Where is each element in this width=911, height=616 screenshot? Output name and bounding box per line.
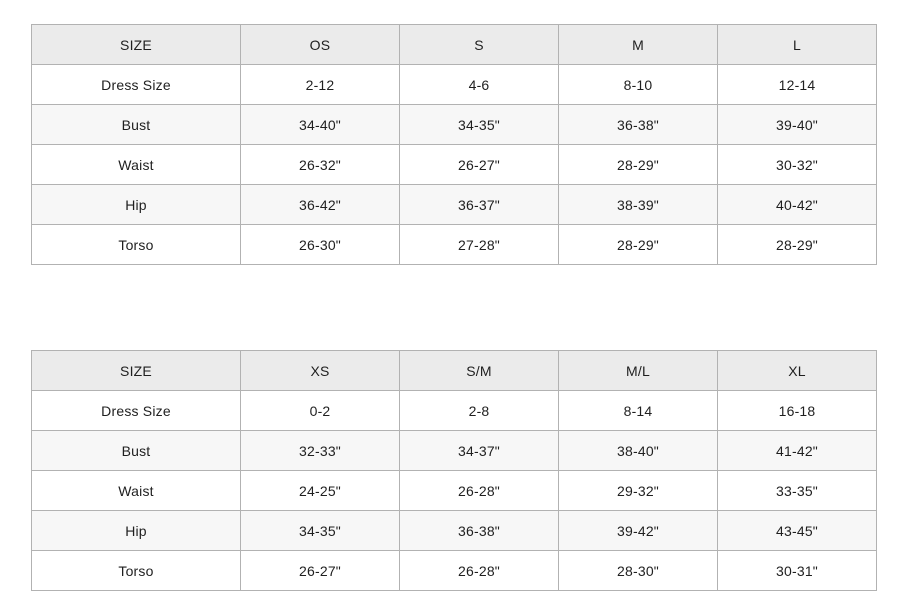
table-row: Waist 24-25" 26-28" 29-32" 33-35" — [31, 470, 877, 511]
table-row: Dress Size 0-2 2-8 8-14 16-18 — [31, 390, 877, 431]
measurement-cell: 26-27" — [399, 144, 559, 185]
table-row: Torso 26-30" 27-28" 28-29" 28-29" — [31, 224, 877, 265]
measurement-cell: 38-40" — [558, 430, 718, 471]
table-row: Dress Size 2-12 4-6 8-10 12-14 — [31, 64, 877, 105]
measurement-cell: 26-28" — [399, 470, 559, 511]
column-header: XL — [717, 350, 877, 391]
column-header: S/M — [399, 350, 559, 391]
measurement-cell: 36-38" — [399, 510, 559, 551]
measurement-cell: 34-35" — [399, 104, 559, 145]
column-header: OS — [240, 24, 400, 65]
measurement-cell: 28-29" — [558, 224, 718, 265]
size-header-cell: SIZE — [31, 350, 241, 391]
measurement-cell: 2-8 — [399, 390, 559, 431]
row-label: Waist — [31, 144, 241, 185]
one-size-chart-table: SIZE OS S M L Dress Size 2-12 4-6 8-10 12-14 Bust 3… — [31, 24, 877, 265]
measurement-cell: 30-32" — [717, 144, 877, 185]
measurement-cell: 8-14 — [558, 390, 718, 431]
column-header: L — [717, 24, 877, 65]
table-row: Bust 34-40" 34-35" 36-38" 39-40" — [31, 104, 877, 145]
measurement-cell: 28-29" — [558, 144, 718, 185]
column-header: S — [399, 24, 559, 65]
measurement-cell: 26-32" — [240, 144, 400, 185]
measurement-cell: 0-2 — [240, 390, 400, 431]
header-row: SIZE XS S/M M/L XL — [31, 350, 877, 391]
measurement-cell: 36-37" — [399, 184, 559, 225]
measurement-cell: 39-42" — [558, 510, 718, 551]
measurement-cell: 36-42" — [240, 184, 400, 225]
measurement-cell: 24-25" — [240, 470, 400, 511]
measurement-cell: 28-30" — [558, 550, 718, 591]
measurement-cell: 32-33" — [240, 430, 400, 471]
table-row: Waist 26-32" 26-27" 28-29" 30-32" — [31, 144, 877, 185]
measurement-cell: 12-14 — [717, 64, 877, 105]
measurement-cell: 26-28" — [399, 550, 559, 591]
measurement-cell: 39-40" — [717, 104, 877, 145]
measurement-cell: 38-39" — [558, 184, 718, 225]
table-row: Torso 26-27" 26-28" 28-30" 30-31" — [31, 550, 877, 591]
measurement-cell: 30-31" — [717, 550, 877, 591]
row-label: Hip — [31, 510, 241, 551]
measurement-cell: 26-30" — [240, 224, 400, 265]
row-label: Bust — [31, 104, 241, 145]
row-label: Torso — [31, 550, 241, 591]
size-header-cell: SIZE — [31, 24, 241, 65]
measurement-cell: 16-18 — [717, 390, 877, 431]
measurement-cell: 34-40" — [240, 104, 400, 145]
column-header: M/L — [558, 350, 718, 391]
table-row: Hip 34-35" 36-38" 39-42" 43-45" — [31, 510, 877, 551]
row-label: Hip — [31, 184, 241, 225]
measurement-cell: 33-35" — [717, 470, 877, 511]
measurement-cell: 29-32" — [558, 470, 718, 511]
measurement-cell: 4-6 — [399, 64, 559, 105]
row-label: Bust — [31, 430, 241, 471]
standard-size-chart-table: SIZE XS S/M M/L XL Dress Size 0-2 2-8 8-14 16-18 B… — [31, 350, 877, 591]
measurement-cell: 8-10 — [558, 64, 718, 105]
row-label: Torso — [31, 224, 241, 265]
measurement-cell: 40-42" — [717, 184, 877, 225]
table-row: Bust 32-33" 34-37" 38-40" 41-42" — [31, 430, 877, 471]
measurement-cell: 2-12 — [240, 64, 400, 105]
header-row: SIZE OS S M L — [31, 24, 877, 65]
measurement-cell: 41-42" — [717, 430, 877, 471]
measurement-cell: 27-28" — [399, 224, 559, 265]
row-label: Dress Size — [31, 390, 241, 431]
measurement-cell: 34-35" — [240, 510, 400, 551]
measurement-cell: 28-29" — [717, 224, 877, 265]
measurement-cell: 26-27" — [240, 550, 400, 591]
measurement-cell: 34-37" — [399, 430, 559, 471]
table-row: Hip 36-42" 36-37" 38-39" 40-42" — [31, 184, 877, 225]
row-label: Dress Size — [31, 64, 241, 105]
column-header: M — [558, 24, 718, 65]
measurement-cell: 36-38" — [558, 104, 718, 145]
row-label: Waist — [31, 470, 241, 511]
column-header: XS — [240, 350, 400, 391]
measurement-cell: 43-45" — [717, 510, 877, 551]
